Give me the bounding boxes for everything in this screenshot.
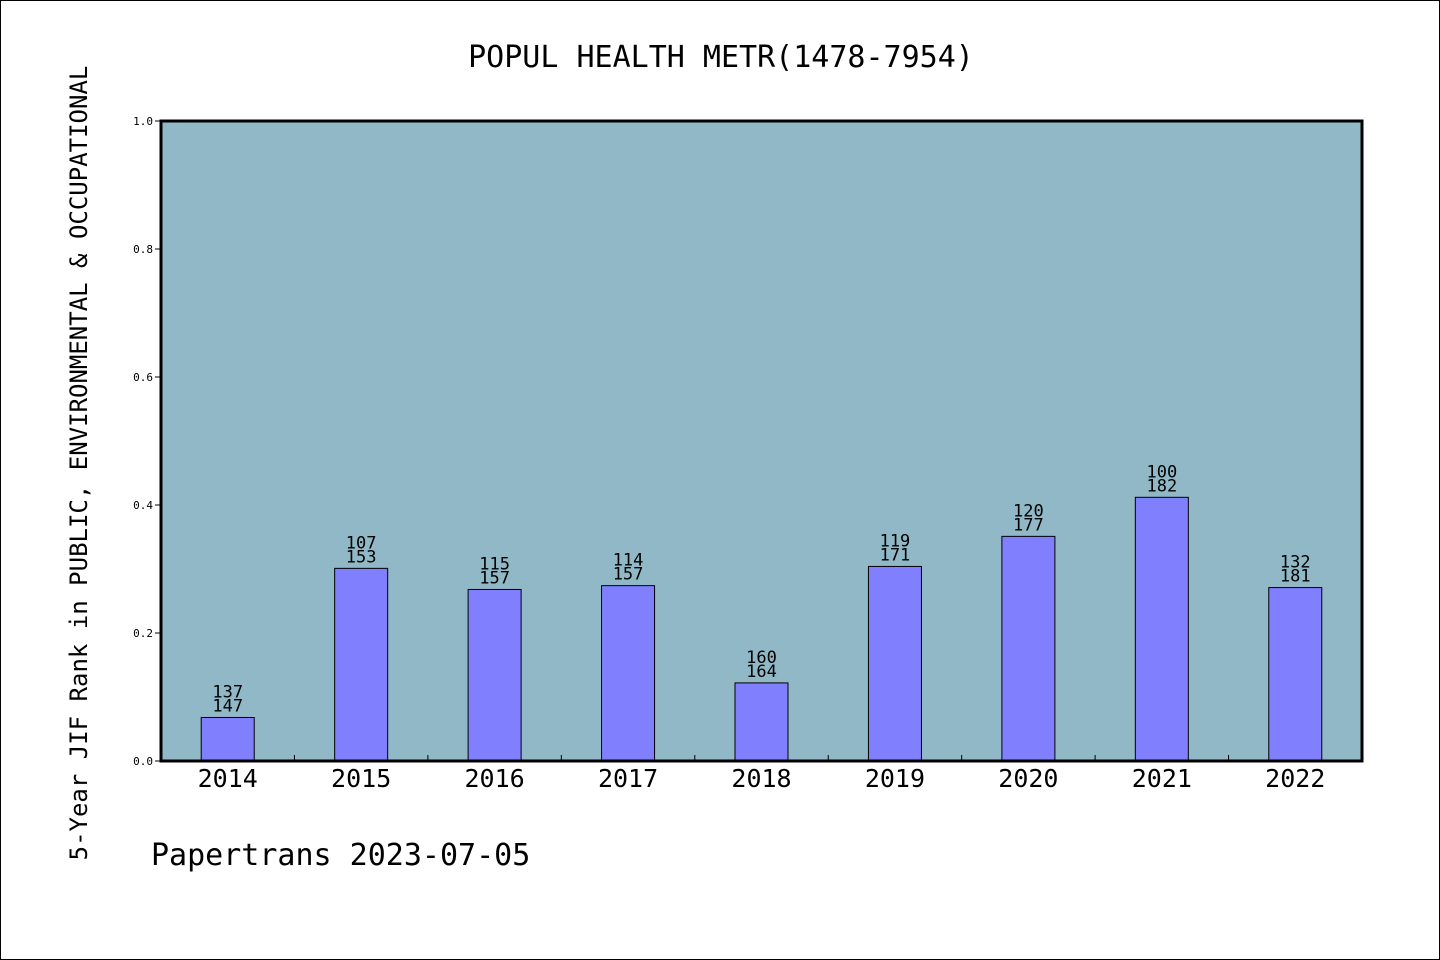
x-tick-label: 2016 (465, 764, 525, 793)
bars (200, 496, 1323, 762)
bar-label-rank: 115 (479, 554, 510, 574)
bar-label-total: 171 (880, 545, 911, 565)
bar-label-total: 147 (212, 696, 243, 716)
chart-title: POPUL HEALTH METR(1478-7954) (468, 40, 974, 75)
x-tick-label: 2018 (731, 764, 791, 793)
y-tick-label: 0.0 (133, 755, 153, 768)
bar (200, 716, 255, 762)
bar-label-total: 181 (1280, 567, 1311, 587)
y-tick-label: 0.6 (133, 371, 153, 384)
bar-label-total: 182 (1146, 476, 1177, 496)
bar (1268, 587, 1323, 762)
bar (601, 585, 656, 762)
x-tick-label: 2019 (865, 764, 925, 793)
bar (734, 682, 789, 762)
y-axis-ticks: 0.0 0.2 0.4 0.6 0.8 1.0 (133, 115, 161, 768)
bar-label-rank: 160 (746, 648, 777, 668)
plot-frame (159, 119, 1364, 763)
bar-label-rank: 120 (1013, 501, 1044, 521)
x-axis-ticks: 2014 2015 2016 2017 2018 2019 2020 2021 2022 (198, 755, 1325, 793)
y-tick-label: 0.8 (133, 243, 153, 256)
x-tick-label: 2021 (1132, 764, 1192, 793)
bar (1134, 496, 1189, 762)
bar-label-rank: 107 (346, 533, 377, 553)
bar-label-rank: 137 (212, 682, 243, 702)
bar (1001, 535, 1056, 762)
bar-label-total: 157 (613, 565, 644, 585)
y-tick-label: 0.4 (133, 499, 153, 512)
bar-label-rank: 100 (1146, 462, 1177, 482)
x-tick-label: 2015 (331, 764, 391, 793)
bar (334, 567, 389, 762)
bar-label-total: 157 (479, 568, 510, 588)
bar-label-rank: 132 (1280, 553, 1311, 573)
y-axis-label: 5-Year JIF Rank in PUBLIC, ENVIRONMENTAL… (65, 66, 93, 861)
bar (467, 588, 522, 762)
x-tick-label: 2014 (198, 764, 258, 793)
bar-label-rank: 114 (613, 551, 644, 571)
bar-label-total: 164 (746, 662, 777, 682)
bar (867, 565, 922, 762)
y-tick-label: 0.2 (133, 627, 153, 640)
x-tick-label: 2020 (998, 764, 1058, 793)
bar-label-rank: 119 (880, 531, 911, 551)
footer-credit: Papertrans 2023-07-05 (151, 838, 530, 873)
x-tick-label: 2022 (1265, 764, 1325, 793)
bar-label-total: 153 (346, 547, 377, 567)
y-tick-label: 1.0 (133, 115, 153, 128)
bar-label-total: 177 (1013, 515, 1044, 535)
x-tick-label: 2017 (598, 764, 658, 793)
